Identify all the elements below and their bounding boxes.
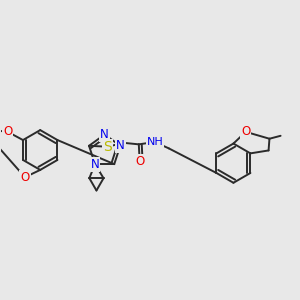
Text: S: S: [103, 140, 112, 154]
Text: O: O: [135, 155, 144, 168]
Text: NH: NH: [146, 137, 163, 147]
Text: O: O: [3, 125, 12, 138]
Text: N: N: [100, 128, 109, 141]
Text: N: N: [91, 158, 99, 171]
Text: O: O: [241, 125, 250, 138]
Text: O: O: [20, 171, 30, 184]
Text: N: N: [116, 139, 124, 152]
